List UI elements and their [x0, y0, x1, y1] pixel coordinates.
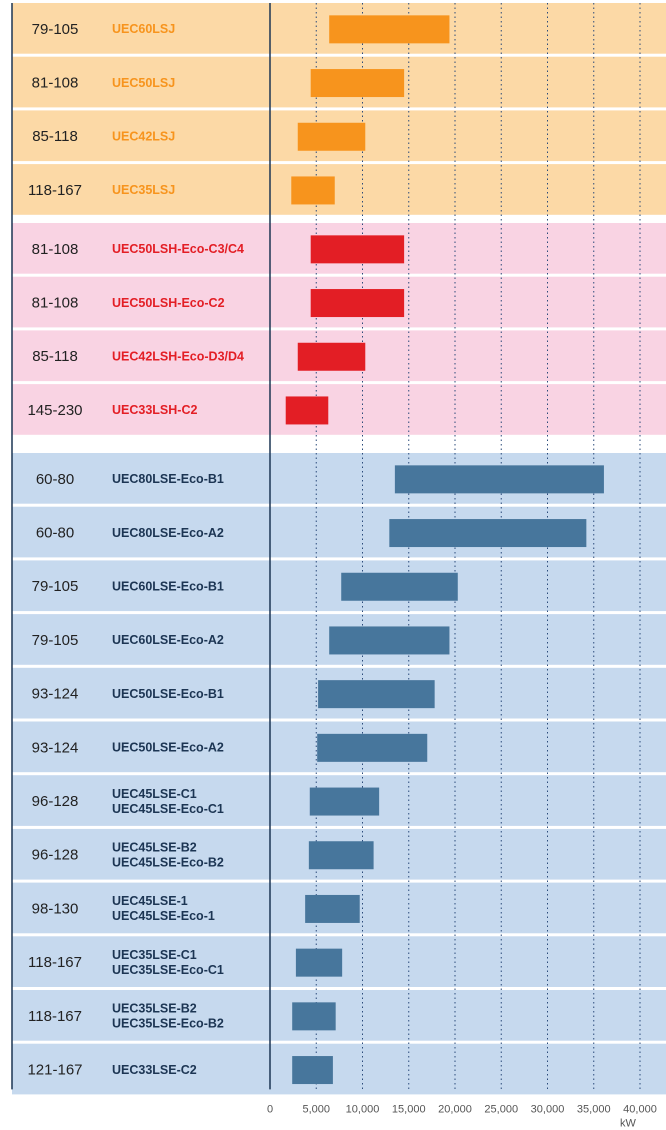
range-bar — [341, 572, 458, 601]
model-name: UEC50LSH-Eco-C3/C4 — [112, 242, 244, 256]
range-bar — [285, 396, 329, 425]
model-name: UEC45LSE-B2 — [112, 841, 197, 855]
x-tick-label: 30,000 — [531, 1103, 565, 1115]
range-bar — [329, 15, 450, 44]
range-bar — [292, 1002, 336, 1031]
speed-range: 96-128 — [32, 847, 79, 864]
model-name: UEC33LSH-C2 — [112, 403, 197, 417]
speed-range: 93-124 — [32, 686, 79, 703]
bars — [285, 15, 604, 1085]
range-bar — [308, 841, 374, 870]
range-bar — [297, 342, 366, 371]
range-bar — [310, 289, 405, 318]
x-tick-label: 5,000 — [302, 1103, 330, 1115]
model-name: UEC35LSE-Eco-C1 — [112, 963, 224, 977]
speed-range: 93-124 — [32, 739, 79, 756]
model-name: UEC33LSE-C2 — [112, 1063, 197, 1077]
model-name: UEC50LSE-Eco-A2 — [112, 741, 224, 755]
x-tick-label: 20,000 — [438, 1103, 472, 1115]
row-background — [12, 164, 666, 215]
model-name: UEC80LSE-Eco-B1 — [112, 472, 224, 486]
range-bar — [318, 680, 435, 709]
range-bar — [292, 1056, 333, 1085]
x-unit: kW — [620, 1117, 637, 1129]
model-name: UEC35LSE-Eco-B2 — [112, 1017, 224, 1031]
model-name: UEC50LSE-Eco-B1 — [112, 687, 224, 701]
speed-range: 60-80 — [36, 471, 74, 488]
speed-range: 81-108 — [32, 75, 79, 92]
speed-range: 145-230 — [27, 402, 82, 419]
speed-range: 85-118 — [32, 128, 78, 145]
speed-range: 60-80 — [36, 525, 74, 542]
range-bar — [305, 894, 360, 923]
speed-range: 118-167 — [28, 954, 82, 971]
speed-range: 81-108 — [32, 295, 79, 312]
speed-range: 79-105 — [32, 632, 79, 649]
range-bar — [297, 122, 366, 151]
x-tick-label: 10,000 — [346, 1103, 380, 1115]
model-name: UEC42LSH-Eco-D3/D4 — [112, 350, 244, 364]
row-background — [12, 1043, 666, 1095]
speed-range: 96-128 — [32, 793, 79, 810]
range-bar — [309, 787, 380, 816]
model-name: UEC45LSE-1 — [112, 894, 188, 908]
range-bar — [295, 948, 343, 977]
row-background — [12, 990, 666, 1041]
speed-range: 85-118 — [32, 348, 78, 365]
range-bar — [389, 519, 587, 548]
range-bar — [310, 235, 405, 264]
backgrounds — [12, 3, 666, 1095]
model-name: UEC60LSE-Eco-B1 — [112, 580, 224, 594]
model-name: UEC80LSE-Eco-A2 — [112, 526, 224, 540]
model-name: UEC60LSJ — [112, 22, 175, 36]
model-name: UEC50LSH-Eco-C2 — [112, 296, 225, 310]
x-tick-label: 35,000 — [577, 1103, 611, 1115]
model-name: UEC45LSE-Eco-B2 — [112, 856, 224, 870]
model-name: UEC42LSJ — [112, 130, 175, 144]
speed-range: 118-167 — [28, 182, 82, 199]
model-name: UEC45LSE-C1 — [112, 787, 197, 801]
row-background — [12, 560, 666, 612]
x-tick-label: 15,000 — [392, 1103, 426, 1115]
model-name: UEC35LSE-B2 — [112, 1002, 197, 1016]
speed-range: 121-167 — [27, 1062, 82, 1079]
model-name: UEC50LSJ — [112, 76, 175, 90]
model-name: UEC45LSE-Eco-C1 — [112, 802, 224, 816]
x-tick-label: 25,000 — [484, 1103, 518, 1115]
model-name: UEC35LSJ — [112, 183, 175, 197]
row-background — [12, 384, 666, 435]
range-bar — [291, 176, 335, 205]
speed-range: 79-105 — [32, 578, 79, 595]
model-name: UEC35LSE-C1 — [112, 948, 197, 962]
model-name: UEC60LSE-Eco-A2 — [112, 633, 224, 647]
x-tick-label: 40,000 — [623, 1103, 657, 1115]
range-bar — [310, 69, 405, 98]
x-tick-label: 0 — [267, 1103, 273, 1115]
speed-range: 98-130 — [32, 900, 79, 917]
speed-range: 118-167 — [28, 1008, 82, 1025]
range-bar — [394, 465, 604, 494]
range-bar — [329, 626, 450, 655]
speed-range: 81-108 — [32, 241, 79, 258]
speed-range: 79-105 — [32, 21, 79, 38]
model-name: UEC45LSE-Eco-1 — [112, 909, 215, 923]
range-bar — [317, 733, 428, 762]
